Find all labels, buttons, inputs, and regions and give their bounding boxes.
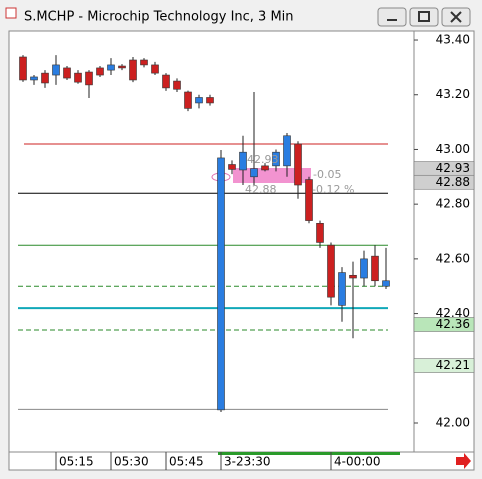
price-tag [413,174,475,190]
annotation: 42.93 [247,153,279,166]
candle-body [52,64,60,76]
y-tick-label: 43.20 [436,87,470,101]
price-tag-label: 42.21 [436,358,470,372]
candle-body [173,80,181,90]
scroll-arrow[interactable] [456,453,471,469]
window-title: S.MCHP - Microchip Technology Inc, 3 Min [24,10,294,25]
candle-body [151,64,159,74]
candle-body [272,151,280,167]
x-tick-label: 3-23:30 [224,455,271,469]
app-icon [5,7,17,19]
candle-body [371,255,379,282]
candle-body [283,135,291,167]
candle-body [19,56,27,81]
maximize-button[interactable] [409,7,439,27]
candle-body [239,151,247,171]
candle-body [63,67,71,79]
candle-body [360,258,368,279]
candle-body [41,72,49,84]
minimize-button[interactable] [377,7,407,27]
candle-body [85,71,93,86]
price-tag [413,358,475,373]
y-tick-label: 42.40 [436,306,470,320]
candle-body [338,272,346,306]
candle-body [305,179,313,221]
candle-body [195,97,203,104]
price-tag-label: 42.93 [436,161,470,175]
candle-body [327,244,335,298]
candle-body [118,65,126,69]
candle-body [250,168,258,178]
candle-body [217,157,225,411]
price-tag-label: 42.88 [436,175,470,189]
candle-body [206,97,214,104]
candle-body [96,67,104,76]
y-tick-label: 42.00 [436,416,470,430]
candle-body [294,143,302,186]
candle-body [261,165,269,171]
candle-body [382,280,390,287]
annotation: 42.88 [245,183,277,196]
y-tick-label: 43.40 [436,33,470,47]
y-tick-label: 42.60 [436,251,470,265]
candle-body [74,72,82,83]
close-button[interactable] [441,7,471,27]
candle-body [184,91,192,109]
price-tag [413,317,475,332]
y-tick-label: 43.00 [436,142,470,156]
candle-body [30,76,38,81]
candle-body [349,274,357,279]
x-tick-label: 05:30 [114,455,149,469]
candle-body [228,164,236,170]
candle-body [129,59,137,81]
candle-body [316,223,324,243]
candle-body [162,74,170,89]
annotation: -0.05 [313,168,341,181]
session-bar [218,452,400,455]
annotation: -0.12 % [312,183,354,196]
candle-body [140,59,148,66]
y-tick-label: 42.80 [436,197,470,211]
x-tick-label: 05:45 [169,455,204,469]
price-tag-label: 42.36 [436,317,470,331]
x-tick-label: 05:15 [59,455,94,469]
x-tick-label: 4-00:00 [334,455,381,469]
candle-body [107,64,115,71]
plot-area [8,30,415,453]
